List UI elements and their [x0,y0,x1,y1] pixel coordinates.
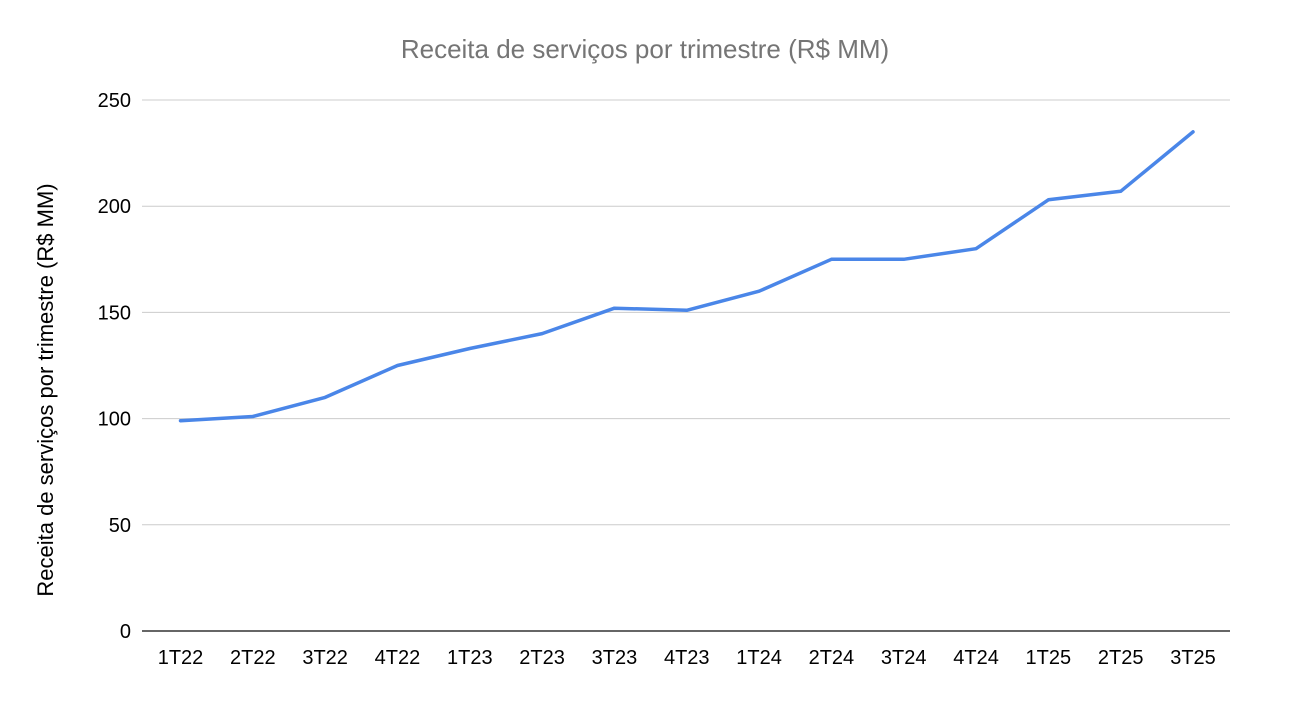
x-tick-label: 3T23 [592,647,638,669]
data-point [468,347,472,351]
data-point [612,306,616,310]
data-point [251,414,255,418]
data-point [323,395,327,399]
y-tick-label: 100 [98,409,131,431]
data-point [1119,189,1123,193]
y-tick-label: 0 [120,621,131,643]
x-tick-label: 2T23 [519,647,565,669]
series-group [178,130,1195,423]
chart-title: Receita de serviços por trimestre (R$ MM… [401,34,889,64]
x-tick-label: 3T24 [881,647,927,669]
y-tick-label: 150 [98,302,131,324]
data-point [757,289,761,293]
x-tick-label: 3T22 [302,647,348,669]
data-point [685,308,689,312]
x-tick-label: 2T24 [809,647,855,669]
data-point [179,419,182,423]
data-point [902,257,906,261]
data-point [540,332,544,336]
y-axis-ticks: 0 50 100 150 200 250 [98,90,131,643]
x-tick-label: 2T25 [1098,647,1144,669]
data-point [1191,130,1195,134]
x-axis-ticks: 1T22 2T22 3T22 4T22 1T23 2T23 3T23 4T23 1T24 2T24… [158,647,1216,669]
y-tick-label: 200 [98,196,131,218]
y-tick-label: 50 [109,515,131,537]
x-tick-label: 1T25 [1026,647,1072,669]
x-tick-label: 1T24 [736,647,782,669]
x-tick-label: 3T25 [1170,647,1216,669]
x-tick-label: 4T22 [375,647,421,669]
x-tick-label: 2T22 [230,647,276,669]
y-axis-label: Receita de serviços por trimestre (R$ MM… [33,183,58,596]
data-point [395,364,399,367]
x-tick-label: 1T22 [158,647,204,669]
data-point [829,257,833,261]
x-tick-label: 4T24 [953,647,999,669]
gridlines [142,99,1230,632]
x-tick-label: 1T23 [447,647,493,669]
data-point [1046,198,1050,202]
x-tick-label: 4T23 [664,647,710,669]
y-tick-label: 250 [98,90,131,112]
data-point [974,247,978,251]
series-line [178,130,1195,423]
